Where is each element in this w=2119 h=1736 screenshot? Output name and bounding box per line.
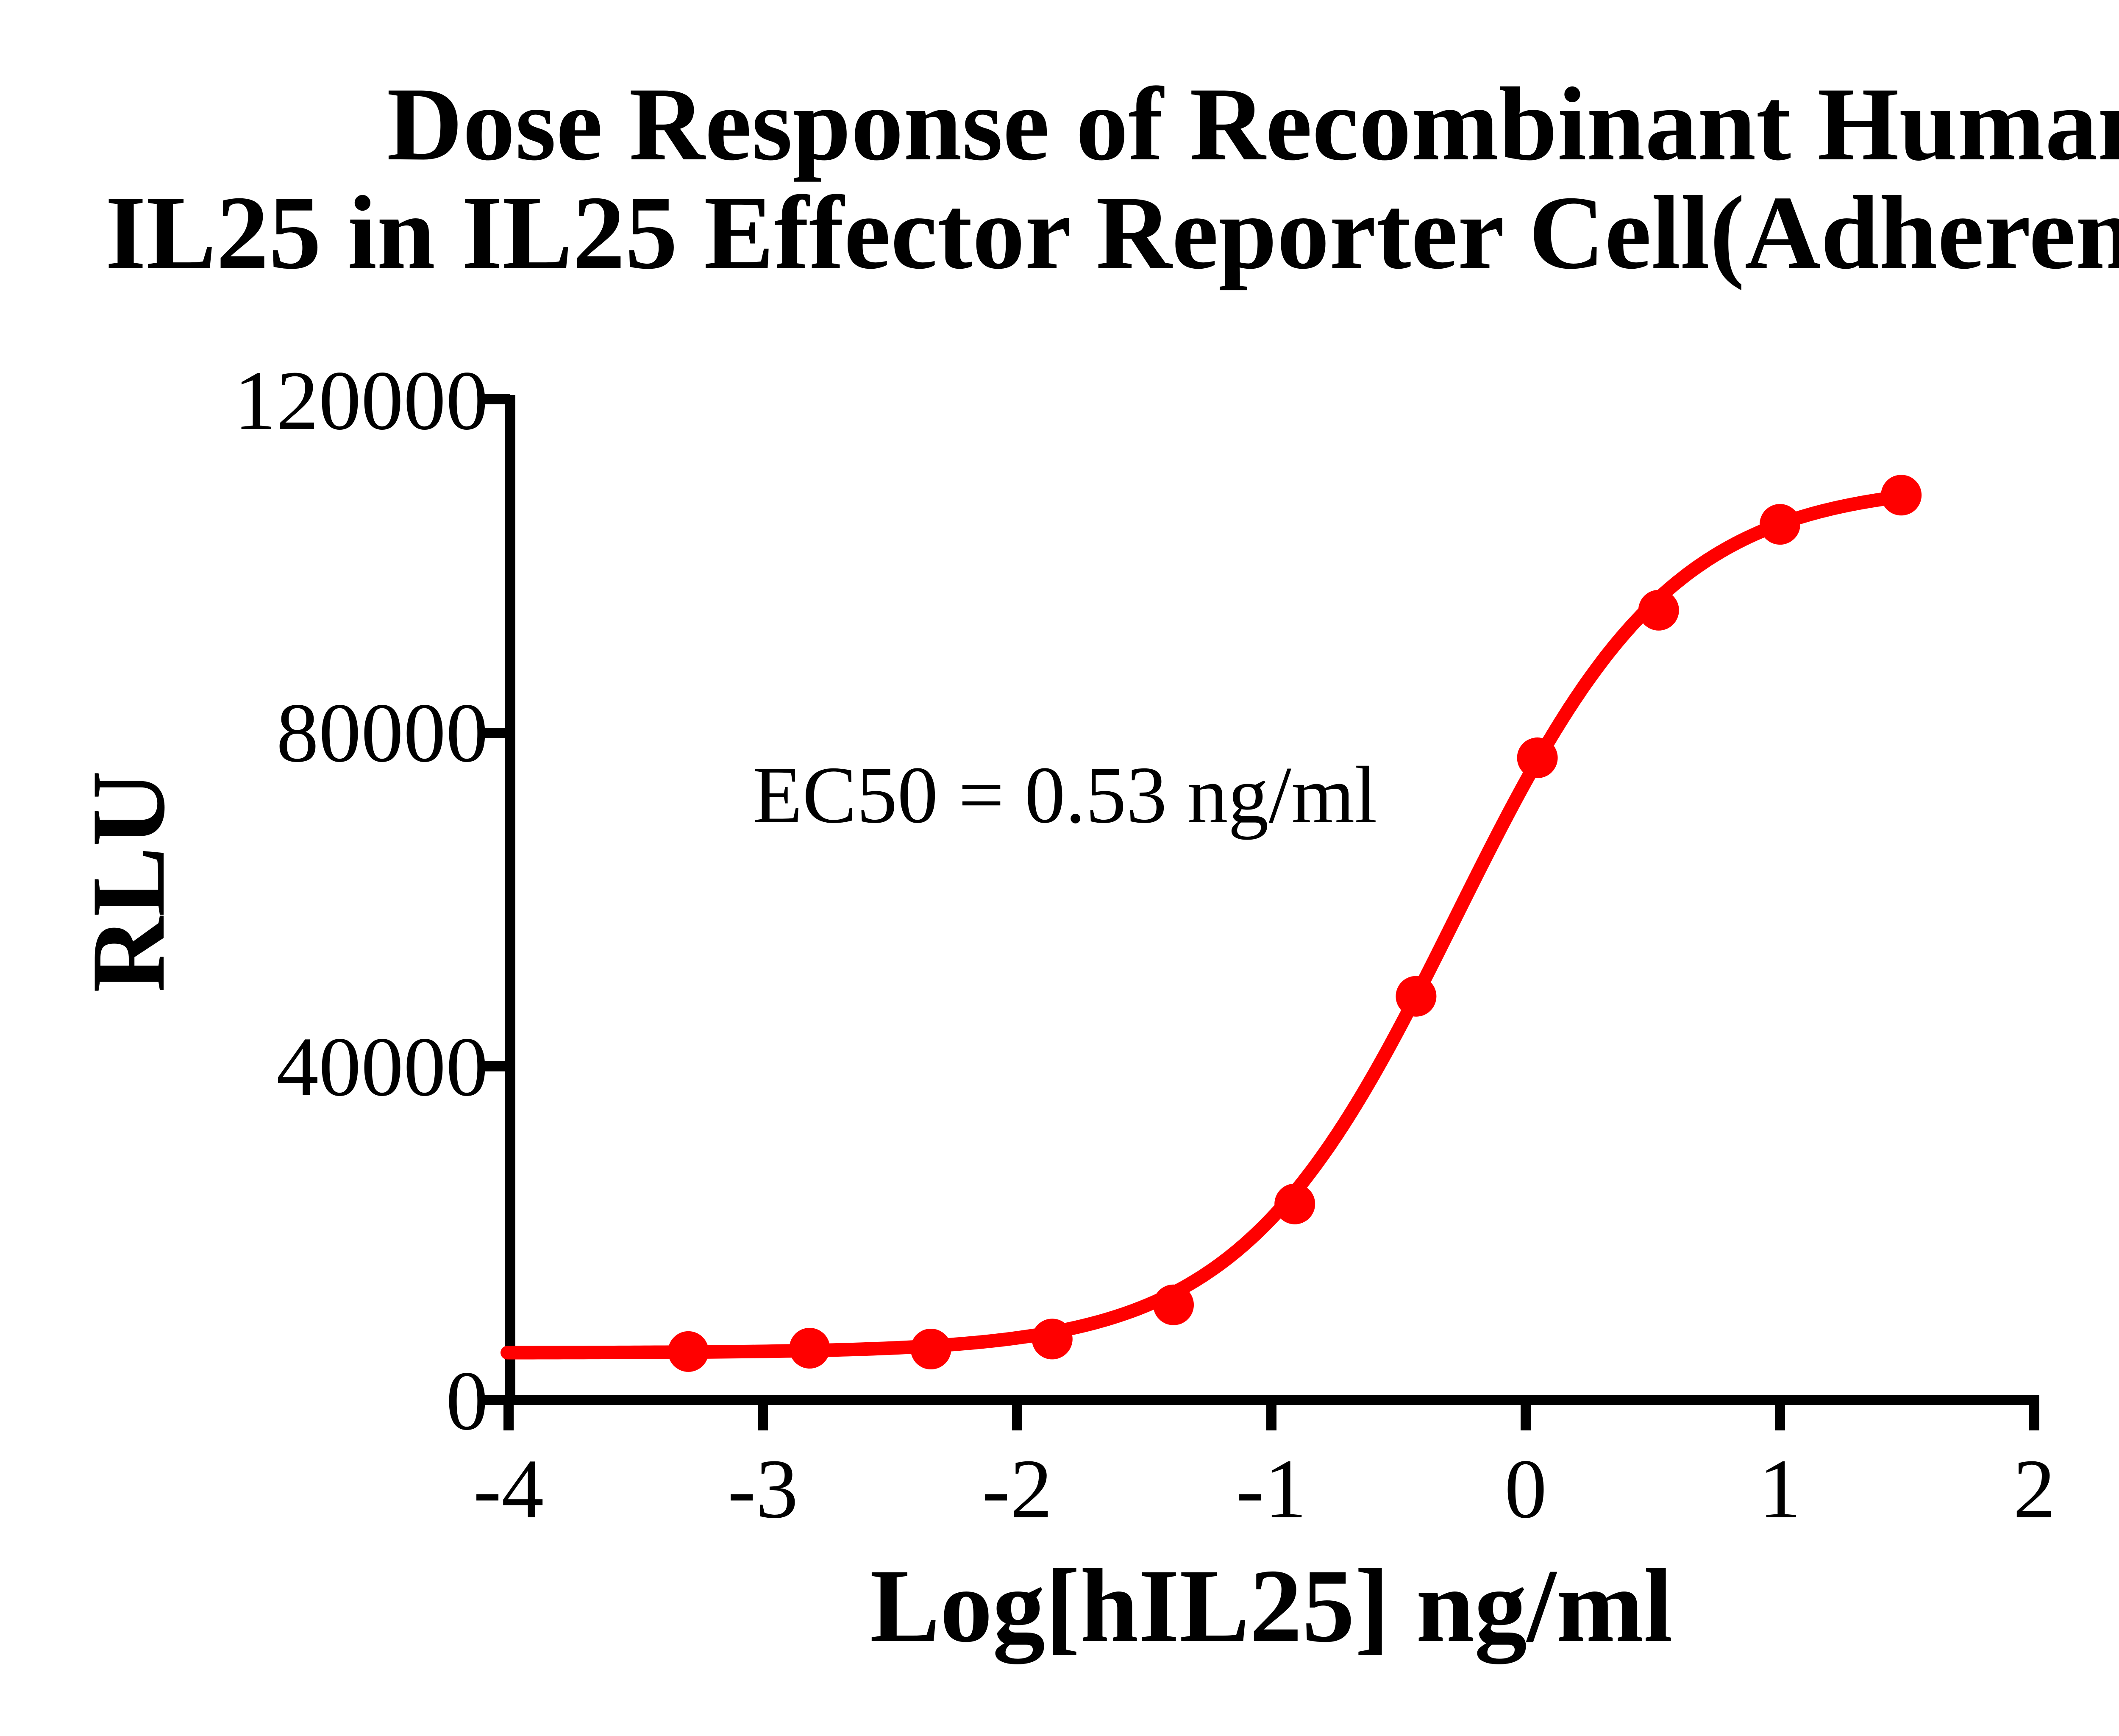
x-tick-label: -4 [473,1441,544,1536]
y-tick-label: 40000 [276,1019,488,1114]
data-point-marker [668,1331,709,1372]
data-point-marker [1760,504,1800,545]
data-point-marker [1274,1183,1315,1224]
y-axis [481,394,515,1405]
chart-title: Dose Response of Recombinant Human IL25 … [0,71,2119,288]
y-tick-label: 120000 [234,352,488,447]
chart-title-line2: IL25 in IL25 Effector Reporter Cell(Adhe… [105,176,2119,292]
data-point-marker [1517,737,1558,779]
x-tick-label: 2 [2013,1441,2055,1536]
data-point-marker [1153,1284,1194,1325]
y-tick-label: 80000 [276,685,488,780]
x-axis [503,1395,2039,1430]
x-tick-label: 1 [1759,1441,1801,1536]
data-point-marker [1032,1319,1073,1360]
x-tick-label: -3 [727,1441,798,1536]
x-axis-title: Log[hIL25] ng/ml [870,1550,1673,1665]
x-tick-label: -2 [982,1441,1053,1536]
y-tick-label: 0 [446,1352,488,1447]
data-point-marker [789,1328,830,1369]
data-point-marker [910,1329,951,1369]
fit-curve [501,490,1908,1360]
x-tick-label: 0 [1504,1441,1547,1536]
dose-response-curve [501,490,1908,1360]
data-points [668,475,1922,1372]
chart-title-line1: Dose Response of Recombinant Human [387,68,2119,183]
data-point-marker [1396,976,1437,1017]
data-point-marker [1638,590,1679,631]
ec50-annotation: EC50 = 0.53 ng/ml [753,751,1377,841]
data-point-marker [1881,475,1922,516]
x-tick-label: -1 [1236,1441,1307,1536]
